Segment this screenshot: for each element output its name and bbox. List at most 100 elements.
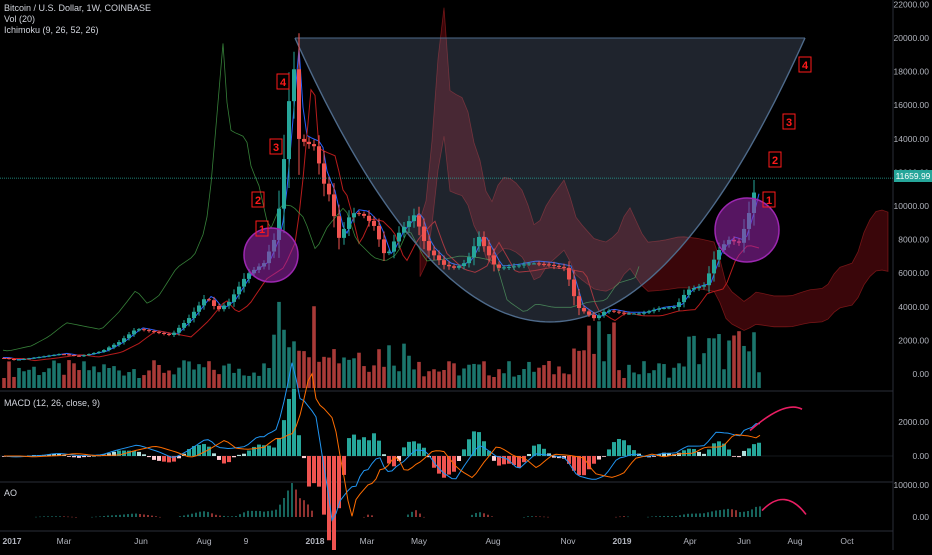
volume-bar bbox=[602, 361, 606, 388]
candle-body bbox=[702, 285, 706, 287]
annotation-box bbox=[269, 138, 283, 155]
macd-histogram-bar bbox=[137, 451, 141, 456]
candle-body bbox=[137, 329, 141, 331]
volume-bar bbox=[567, 374, 571, 388]
volume-bar bbox=[417, 361, 421, 388]
volume-bar bbox=[202, 367, 206, 388]
ao-bar bbox=[715, 510, 717, 517]
candle-body bbox=[372, 220, 376, 226]
y-tick-label: 2000.00 bbox=[898, 335, 929, 345]
ichimoku-lagging-span bbox=[2, 43, 640, 352]
macd-histogram-bar bbox=[82, 456, 86, 458]
candle-body bbox=[682, 294, 686, 303]
candle-body bbox=[32, 357, 36, 359]
x-tick-label: May bbox=[411, 536, 428, 546]
macd-histogram-bar bbox=[362, 437, 366, 456]
macd-histogram-bar bbox=[442, 456, 446, 478]
macd-histogram-bar bbox=[272, 447, 276, 456]
ao-bar bbox=[183, 515, 185, 517]
volume-bar bbox=[112, 366, 116, 388]
volume-bar bbox=[382, 366, 386, 388]
annotation-number: 1 bbox=[259, 224, 265, 236]
y-tick-label: 14000.00 bbox=[894, 134, 930, 144]
macd-histogram-bar bbox=[337, 456, 341, 509]
macd-histogram-bar bbox=[212, 453, 216, 456]
macd-histogram-bar bbox=[657, 454, 661, 456]
volume-bar bbox=[62, 374, 66, 388]
macd-histogram-bar bbox=[317, 456, 321, 487]
macd-histogram-bar bbox=[717, 441, 721, 456]
candle-body bbox=[717, 250, 721, 260]
macd-y-tick-label: 0.00 bbox=[912, 451, 929, 461]
volume-bar bbox=[372, 365, 376, 388]
macd-histogram-bar bbox=[447, 456, 451, 475]
ao-bar bbox=[95, 516, 97, 518]
volume-bar bbox=[307, 357, 311, 388]
candle-body bbox=[712, 259, 716, 274]
x-tick-label: Jun bbox=[737, 536, 751, 546]
volume-bar bbox=[412, 369, 416, 388]
candle-body bbox=[72, 354, 76, 356]
annotation-number: 1 bbox=[766, 195, 772, 207]
candle-body bbox=[512, 266, 516, 268]
macd-histogram-bar bbox=[707, 449, 711, 456]
volume-bar bbox=[342, 357, 346, 388]
macd-histogram-bar bbox=[132, 450, 136, 456]
macd-histogram-bar bbox=[167, 456, 171, 463]
ao-bar bbox=[667, 515, 669, 517]
macd-histogram-bar bbox=[142, 454, 146, 456]
candle-body bbox=[582, 308, 586, 312]
volume-bar bbox=[187, 361, 191, 388]
candle-body bbox=[207, 299, 211, 301]
volume-bar bbox=[482, 361, 486, 388]
volume-bar bbox=[542, 365, 546, 388]
candle-body bbox=[392, 241, 396, 252]
macd-histogram-bar bbox=[612, 442, 616, 456]
volume-bar bbox=[662, 364, 666, 388]
volume-bar bbox=[22, 371, 26, 388]
candle-body bbox=[167, 333, 171, 335]
volume-bar bbox=[287, 347, 291, 388]
candle-body bbox=[297, 69, 301, 139]
candle-body bbox=[132, 330, 136, 335]
macd-histogram-bar bbox=[732, 456, 736, 457]
macd-histogram-bar bbox=[162, 456, 166, 462]
y-tick-label: 4000.00 bbox=[898, 302, 929, 312]
candle-body bbox=[37, 357, 41, 359]
candle-body bbox=[522, 264, 526, 266]
candle-body bbox=[332, 194, 336, 217]
volume-bar bbox=[667, 377, 671, 388]
ao-bar bbox=[367, 514, 369, 517]
candle-body bbox=[7, 358, 11, 360]
volume-bar bbox=[572, 348, 576, 388]
annotation-box bbox=[762, 191, 776, 208]
volume-bar bbox=[147, 370, 151, 388]
candle-body bbox=[552, 264, 556, 266]
candle-body bbox=[362, 213, 366, 216]
volume-bar bbox=[117, 370, 121, 388]
ao-bar bbox=[723, 509, 725, 517]
ao-bar bbox=[91, 516, 93, 518]
ao-bar bbox=[187, 514, 189, 517]
candle-body bbox=[527, 263, 531, 265]
candle-body bbox=[452, 266, 456, 268]
candle-body bbox=[22, 358, 26, 360]
y-tick-label: 16000.00 bbox=[894, 100, 930, 110]
macd-histogram-bar bbox=[517, 456, 521, 468]
ao-bar bbox=[103, 516, 105, 517]
candle-body bbox=[612, 310, 616, 312]
ao-bar bbox=[131, 513, 133, 517]
highlight-circle bbox=[714, 197, 780, 263]
volume-bar bbox=[72, 363, 76, 388]
volume-bar bbox=[402, 343, 406, 388]
ao-bar bbox=[615, 516, 617, 518]
candle-body bbox=[357, 213, 361, 215]
volume-bar bbox=[137, 377, 141, 388]
ao-bar bbox=[115, 515, 117, 517]
annotation-box bbox=[768, 151, 782, 168]
ao-bar bbox=[67, 516, 69, 518]
volume-bar bbox=[57, 363, 61, 388]
ao-bar bbox=[223, 515, 225, 517]
